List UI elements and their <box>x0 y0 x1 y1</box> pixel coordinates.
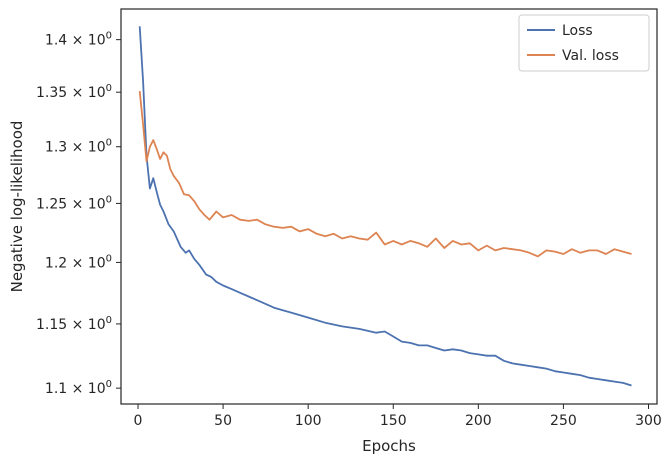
plot-area <box>120 8 658 405</box>
series-layer <box>138 26 632 387</box>
y-tick-label: 1.15 × 100 <box>36 315 112 333</box>
x-tick-label: 300 <box>635 413 662 429</box>
legend-label-loss: Loss <box>562 23 593 39</box>
series-line-val-loss <box>138 91 632 258</box>
y-tick-label: 1.3 × 100 <box>45 138 112 156</box>
legend-label-val-loss: Val. loss <box>562 48 619 64</box>
y-tick-label: 1.2 × 100 <box>45 253 112 271</box>
y-tick-label: 1.4 × 100 <box>45 31 112 49</box>
y-axis: 1.1 × 100 1.15 × 100 1.2 × 100 1.25 × 100 1.… <box>36 31 121 397</box>
y-axis-label: Negative log-likelihood <box>8 121 26 293</box>
legend: Loss Val. loss <box>518 14 650 72</box>
x-tick-label: 200 <box>465 413 492 429</box>
x-tick-label: 0 <box>134 413 143 429</box>
x-tick-label: 150 <box>380 413 407 429</box>
x-tick-label: 100 <box>295 413 322 429</box>
y-tick-label: 1.25 × 100 <box>36 194 112 212</box>
y-tick-label: 1.1 × 100 <box>45 379 112 397</box>
x-tick-label: 250 <box>550 413 577 429</box>
x-axis: 0 50 100 150 200 250 300 <box>134 404 662 429</box>
x-tick-label: 50 <box>214 413 232 429</box>
series-line-loss <box>138 26 632 387</box>
y-tick-label: 1.35 × 100 <box>36 83 112 101</box>
x-axis-label: Epochs <box>362 437 416 455</box>
